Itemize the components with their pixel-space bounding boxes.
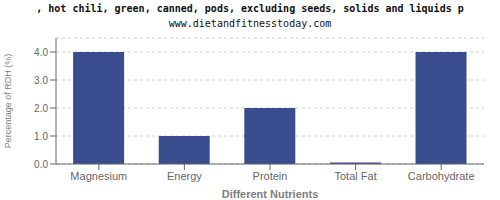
html-text:www.dietandfitnesstoday.com: www.dietandfitnesstoday.com [168, 18, 332, 29]
svg-text:1.0: 1.0 [34, 131, 48, 142]
svg-text:Protein: Protein [253, 170, 288, 182]
svg-text:4.0: 4.0 [34, 47, 48, 58]
svg-text:Carbohydrate: Carbohydrate [408, 170, 475, 182]
svg-text:Energy: Energy [167, 170, 202, 182]
html-text:, hot chili, green, canned, po: , hot chili, green, canned, pods, exclud… [36, 3, 464, 14]
svg-text:0.0: 0.0 [34, 159, 48, 170]
svg-text:Different Nutrients: Different Nutrients [222, 188, 319, 200]
svg-text:Magnesium: Magnesium [70, 170, 127, 182]
svg-text:3.0: 3.0 [34, 75, 48, 86]
svg-text:Percentage of RDH (%): Percentage of RDH (%) [8, 54, 13, 149]
svg-text:Total Fat: Total Fat [335, 170, 377, 182]
svg-text:2.0: 2.0 [34, 103, 48, 114]
